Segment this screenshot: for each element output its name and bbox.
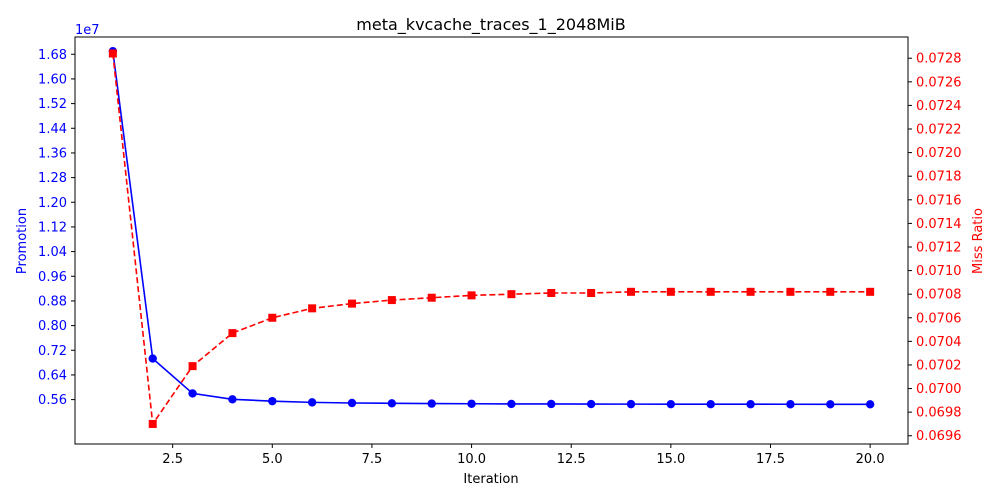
promotion-point [467,399,476,408]
x-tick-label: 15.0 [656,452,685,467]
promotion-series-line [112,51,871,406]
promotion-point [268,396,277,406]
promotion-point [626,399,636,409]
miss-ratio-point [786,287,795,296]
y-right-tick-label: 0.0698 [916,406,962,421]
y-right-tick-label: 0.0700 [916,382,962,397]
x-axis-label: Iteration [463,472,518,487]
promotion-point [307,398,317,407]
promotion-point [188,389,197,398]
promotion-point [427,399,436,408]
x-tick-label: 5.0 [262,452,283,467]
y-left-tick-label: 1.20 [38,196,67,211]
promotion-point [387,399,397,408]
promotion-point [786,400,795,409]
y-right-tick-label: 0.0710 [916,264,962,279]
x-tick-label: 17.5 [756,452,785,467]
miss-ratio-point [666,287,675,296]
miss-ratio-point [268,313,277,322]
y-axis-left-label: Promotion [15,208,30,274]
miss-ratio-point [587,288,596,297]
promotion-point [865,400,875,409]
y-right-tick-label: 0.0714 [916,217,962,232]
y-right-tick-label: 0.0704 [916,335,962,350]
x-tick-label: 12.5 [557,452,586,467]
miss-ratio-point [348,299,357,308]
plot-layer: 2.5 5.0 7.5 10.0 12.5 15.0 17.5 20.0 0.56 0.64 0.7… [38,36,962,467]
y-left-tick-label: 1.36 [38,146,67,161]
miss-ratio-point [866,287,875,296]
miss-ratio-point [308,304,317,313]
y-left-tick-label: 1.68 [38,48,67,63]
promotion-point [347,398,357,408]
miss-ratio-point [188,362,197,371]
miss-ratio-point [228,329,237,338]
promotion-point [148,354,157,363]
y-right-tick-label: 0.0708 [916,288,962,303]
y-left-tick-label: 1.52 [38,97,67,112]
y-left-tick-label: 0.80 [38,319,67,334]
miss-ratio-point [108,49,117,58]
y-right-tick-label: 0.0728 [916,52,962,67]
miss-ratio-point [706,287,715,296]
promotion-point [586,399,596,409]
miss-ratio-point [826,287,835,296]
chart-title: meta_kvcache_traces_1_2048MiB [356,15,625,35]
miss-ratio-point [547,288,556,297]
promotion-point [666,399,676,409]
y-right-tick-label: 0.0720 [916,146,962,161]
y-right-tick-label: 0.0706 [916,311,962,326]
miss-ratio-point [148,419,157,428]
y-left-tick-label: 0.96 [38,270,67,285]
promotion-point [547,399,556,409]
y-right-tick-label: 0.0702 [916,358,962,373]
plot-frame [74,36,909,445]
y-right-tick-label: 0.0726 [916,75,962,90]
x-tick-label: 10.0 [457,452,486,467]
promotion-point [507,399,516,409]
promotion-point [228,395,237,404]
y-left-tick-label: 0.56 [38,393,67,408]
x-tick-label: 2.5 [162,452,183,467]
y-left-tick-label: 1.12 [38,220,67,235]
y-right-tick-label: 0.0716 [916,193,962,208]
y-axis-left-offset: 1e7 [75,23,100,38]
miss-ratio-point [746,287,755,296]
promotion-point [706,399,715,409]
y-left-tick-label: 0.72 [38,344,67,359]
miss-ratio-point [507,290,516,299]
y-left-tick-label: 1.28 [38,171,67,186]
y-left-tick-label: 1.44 [38,122,67,137]
y-axis-right-label: Miss Ratio [971,208,986,274]
x-tick-label: 20.0 [856,452,885,467]
promotion-point [746,400,755,409]
x-tick-label: 7.5 [362,452,383,467]
miss-ratio-point [387,296,396,305]
y-left-tick-label: 1.60 [38,72,67,87]
y-right-tick-label: 0.0724 [916,99,962,114]
miss-ratio-point [467,291,476,300]
miss-ratio-point [626,287,635,296]
miss-ratio-point [427,293,436,302]
y-right-tick-label: 0.0718 [916,170,962,185]
y-left-tick-label: 1.04 [38,245,67,260]
miss-ratio-series-line [112,53,871,427]
y-right-tick-label: 0.0722 [916,123,962,138]
y-right-tick-label: 0.0712 [916,240,962,255]
y-right-tick-label: 0.0696 [916,429,962,444]
promotion-point [826,400,835,409]
y-left-tick-label: 0.88 [38,294,67,309]
y-left-tick-label: 0.64 [38,368,67,383]
